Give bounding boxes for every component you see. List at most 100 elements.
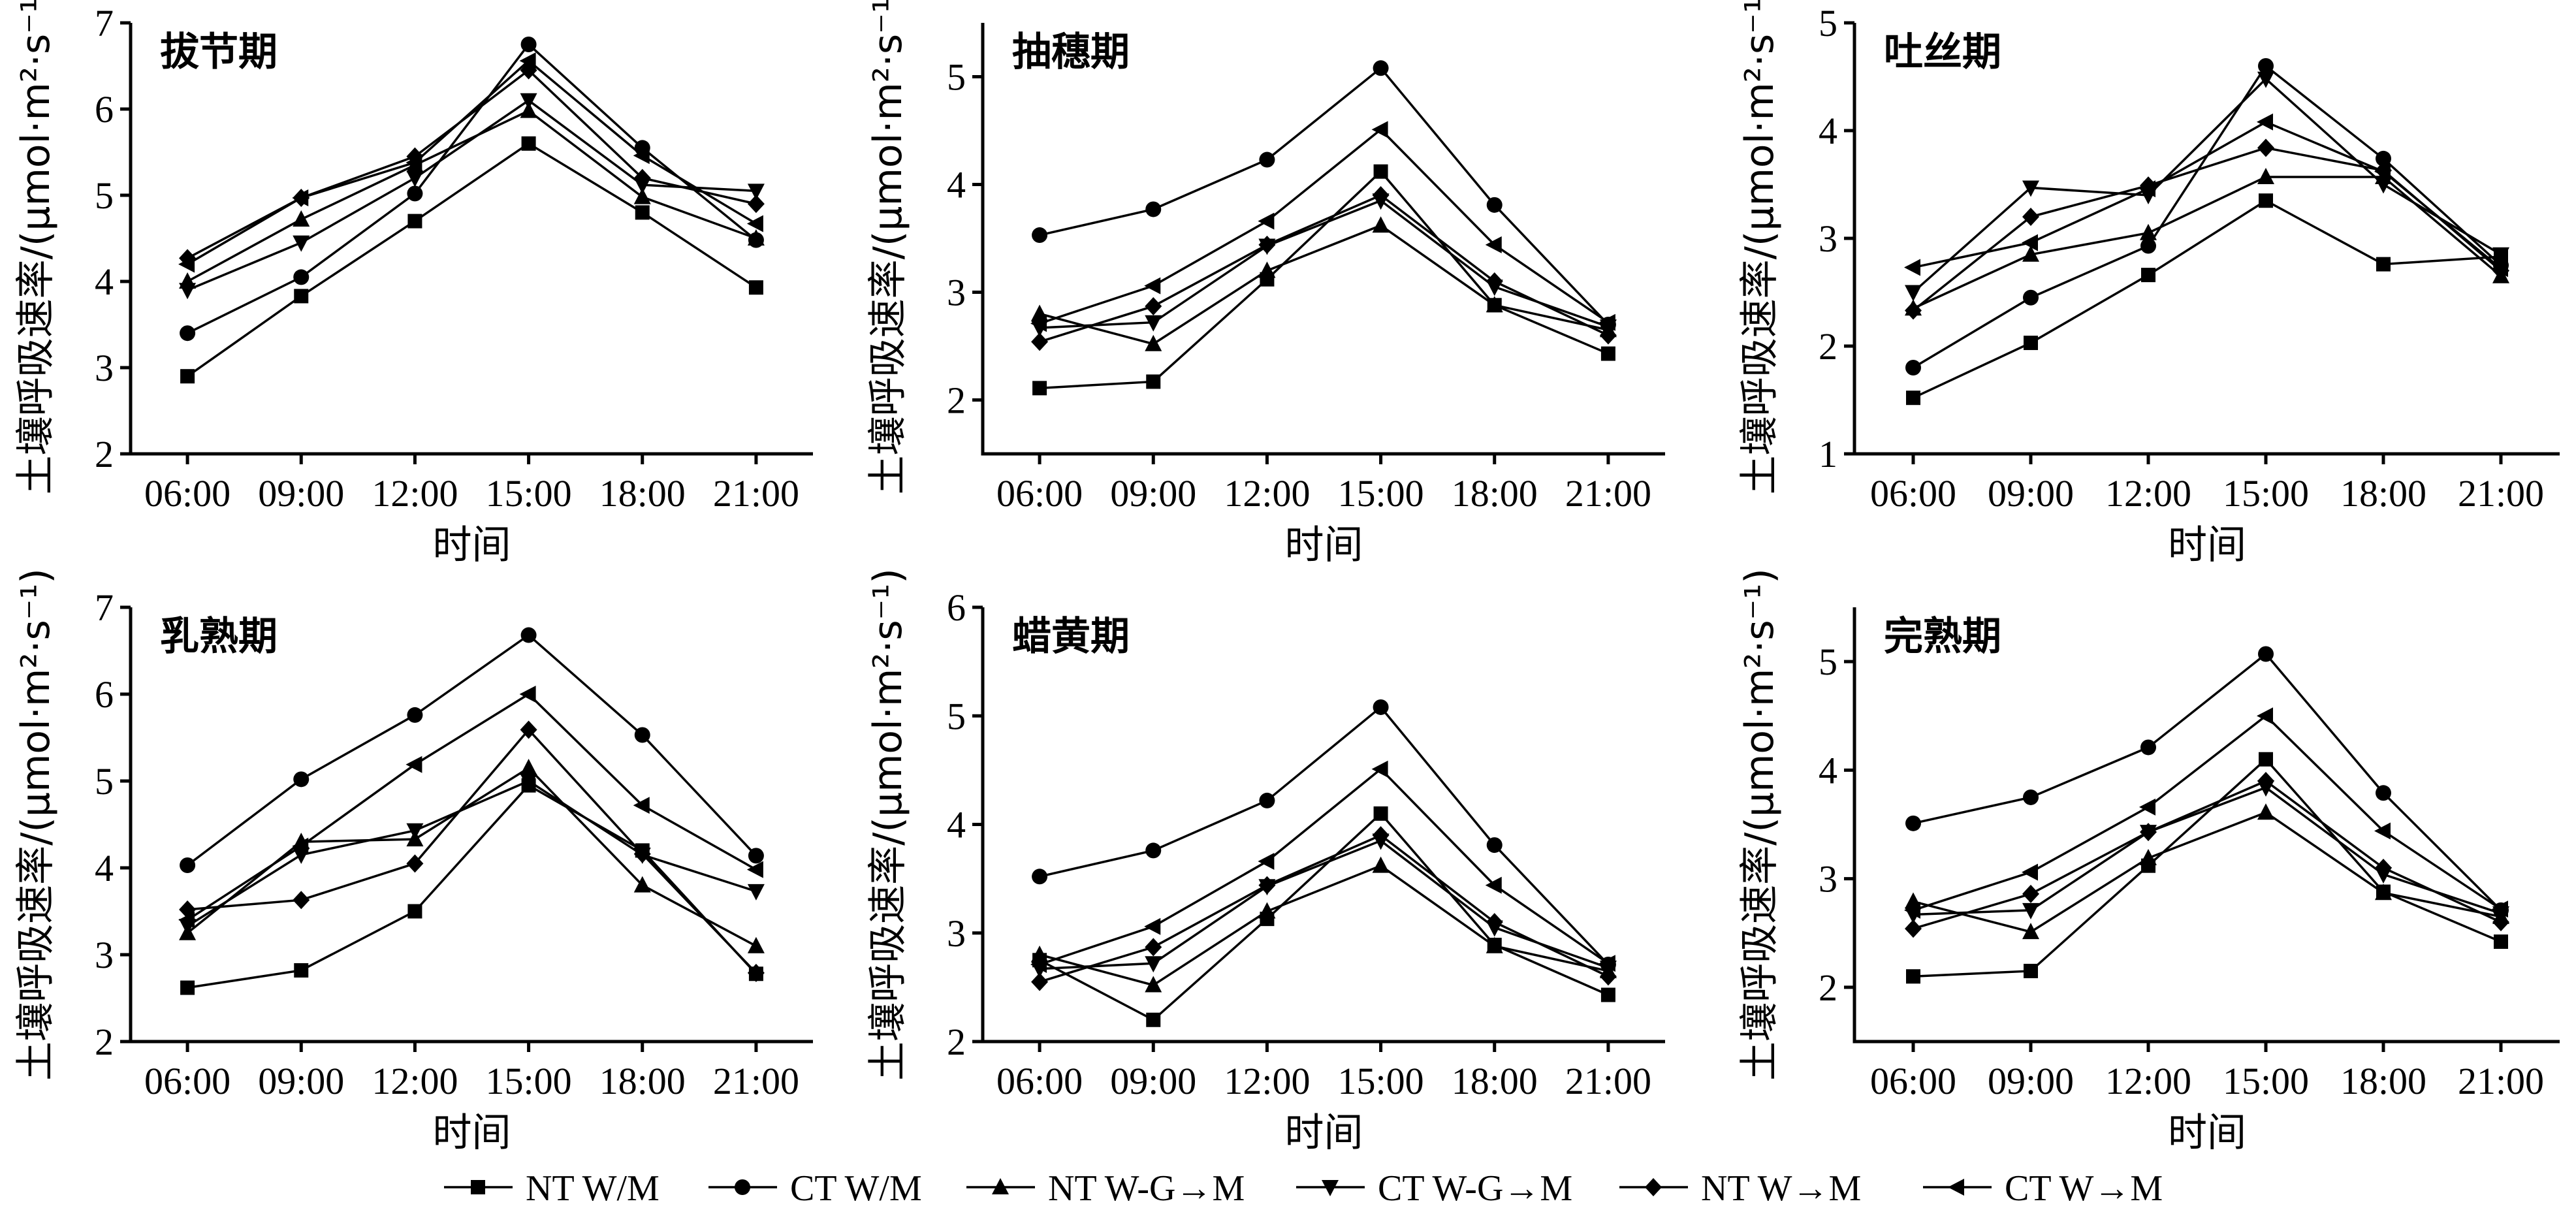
legend-label: NT W→M xyxy=(1701,1168,1861,1209)
y-axis-title: 土壤呼吸速率/(μmol·m²·s⁻¹) xyxy=(13,568,59,1081)
series-line xyxy=(1040,199,1609,329)
data-point xyxy=(1145,201,1162,217)
series-line xyxy=(1913,120,2502,270)
y-tick-label: 1 xyxy=(1819,433,1837,475)
series-6 xyxy=(1030,121,1615,332)
legend: NT W/M CT W/M NT W-G→M CT W-G→M NT W→M CT W→M xyxy=(444,1168,2163,1209)
data-point xyxy=(1146,1012,1161,1027)
data-point xyxy=(293,891,310,910)
series-line xyxy=(1039,66,1610,326)
data-point xyxy=(633,797,650,814)
data-point xyxy=(293,771,310,788)
data-point xyxy=(406,170,424,187)
x-tick-label: 06:00 xyxy=(996,472,1083,515)
data-point xyxy=(1905,919,1922,938)
y-tick-label: 3 xyxy=(95,934,114,976)
series-3 xyxy=(1031,216,1617,351)
x-tick-label: 12:00 xyxy=(2105,472,2191,515)
data-point xyxy=(2140,238,2156,254)
panel-3: 1 2 3 4 5 06:00 09:00 12:00 15:00 18:00 21:00 时间 土壤呼… xyxy=(1737,0,2560,568)
data-point xyxy=(520,759,537,776)
x-tick-label: 15:00 xyxy=(2223,472,2309,515)
series-3 xyxy=(179,759,765,953)
data-point xyxy=(1372,186,1390,204)
legend-marker xyxy=(1948,1179,1964,1196)
x-axis-title: 时间 xyxy=(1285,522,1363,568)
data-point xyxy=(406,823,424,840)
x-tick-label: 18:00 xyxy=(599,472,686,515)
data-point xyxy=(1905,285,1922,302)
data-point xyxy=(2257,113,2273,131)
data-point xyxy=(1598,955,1615,972)
data-point xyxy=(2022,208,2039,226)
x-tick-label: 06:00 xyxy=(144,472,231,515)
data-point xyxy=(2022,902,2039,919)
y-tick-label: 2 xyxy=(1819,966,1837,1009)
data-point xyxy=(2023,789,2039,805)
data-point xyxy=(634,727,650,743)
series-4 xyxy=(179,774,765,936)
data-point xyxy=(520,93,537,110)
data-point xyxy=(520,720,537,739)
x-tick-label: 15:00 xyxy=(1338,472,1424,515)
data-point xyxy=(1032,381,1047,396)
data-point xyxy=(2375,177,2392,194)
data-point xyxy=(1145,842,1162,859)
data-point xyxy=(520,774,537,790)
series-line xyxy=(1912,77,2502,293)
data-point xyxy=(633,187,651,204)
series-6 xyxy=(1904,113,2508,278)
y-tick-label: 5 xyxy=(95,174,114,217)
x-tick-label: 21:00 xyxy=(2458,1060,2544,1102)
y-tick-label: 6 xyxy=(95,673,114,716)
series-line xyxy=(1039,839,1609,970)
data-point xyxy=(1904,901,1920,919)
data-point xyxy=(2376,150,2391,167)
data-point xyxy=(178,255,195,273)
data-point xyxy=(2022,923,2039,940)
series-line xyxy=(1039,767,1609,966)
x-tick-label: 15:00 xyxy=(486,1060,572,1102)
y-tick-label: 6 xyxy=(95,88,114,131)
data-point xyxy=(747,183,765,200)
panel-title: 吐丝期 xyxy=(1884,29,2001,75)
x-tick-label: 15:00 xyxy=(1338,1060,1424,1102)
series-2 xyxy=(180,627,764,874)
data-point xyxy=(1906,969,1920,984)
data-point xyxy=(293,235,310,252)
data-point xyxy=(1145,976,1162,993)
data-point xyxy=(2374,163,2391,180)
series-line xyxy=(187,784,757,989)
data-point xyxy=(1905,301,1922,320)
data-point xyxy=(633,147,650,165)
legend-item: CT W/M xyxy=(708,1168,922,1209)
y-axis-title: 土壤呼吸速率/(μmol·m²·s⁻¹) xyxy=(1737,568,1783,1081)
data-point xyxy=(2257,138,2274,157)
data-point xyxy=(292,189,309,206)
data-point xyxy=(407,904,422,919)
x-tick-label: 06:00 xyxy=(1870,472,1956,515)
y-tick-label: 5 xyxy=(1819,641,1837,683)
data-point xyxy=(2139,180,2155,198)
data-point xyxy=(1373,699,1389,715)
data-point xyxy=(1145,334,1162,351)
legend-item: NT W-G→M xyxy=(966,1168,1245,1209)
panel-title: 抽穗期 xyxy=(1012,29,1130,75)
data-point xyxy=(1145,956,1162,973)
y-tick-label: 4 xyxy=(1819,749,1837,791)
series-line xyxy=(1913,64,2502,369)
data-point xyxy=(2022,863,2038,881)
x-tick-label: 21:00 xyxy=(713,1060,799,1102)
data-point xyxy=(1032,227,1048,244)
data-point xyxy=(294,963,309,978)
series-4 xyxy=(1031,833,1617,978)
data-point xyxy=(2024,963,2038,978)
x-tick-label: 06:00 xyxy=(996,1060,1083,1102)
legend-item: CT W-G→M xyxy=(1296,1168,1572,1209)
axes-frame xyxy=(129,607,813,1044)
data-point xyxy=(2139,798,2155,816)
y-tick-label: 4 xyxy=(95,261,114,303)
data-point xyxy=(1486,197,1503,213)
data-point xyxy=(1146,374,1161,389)
